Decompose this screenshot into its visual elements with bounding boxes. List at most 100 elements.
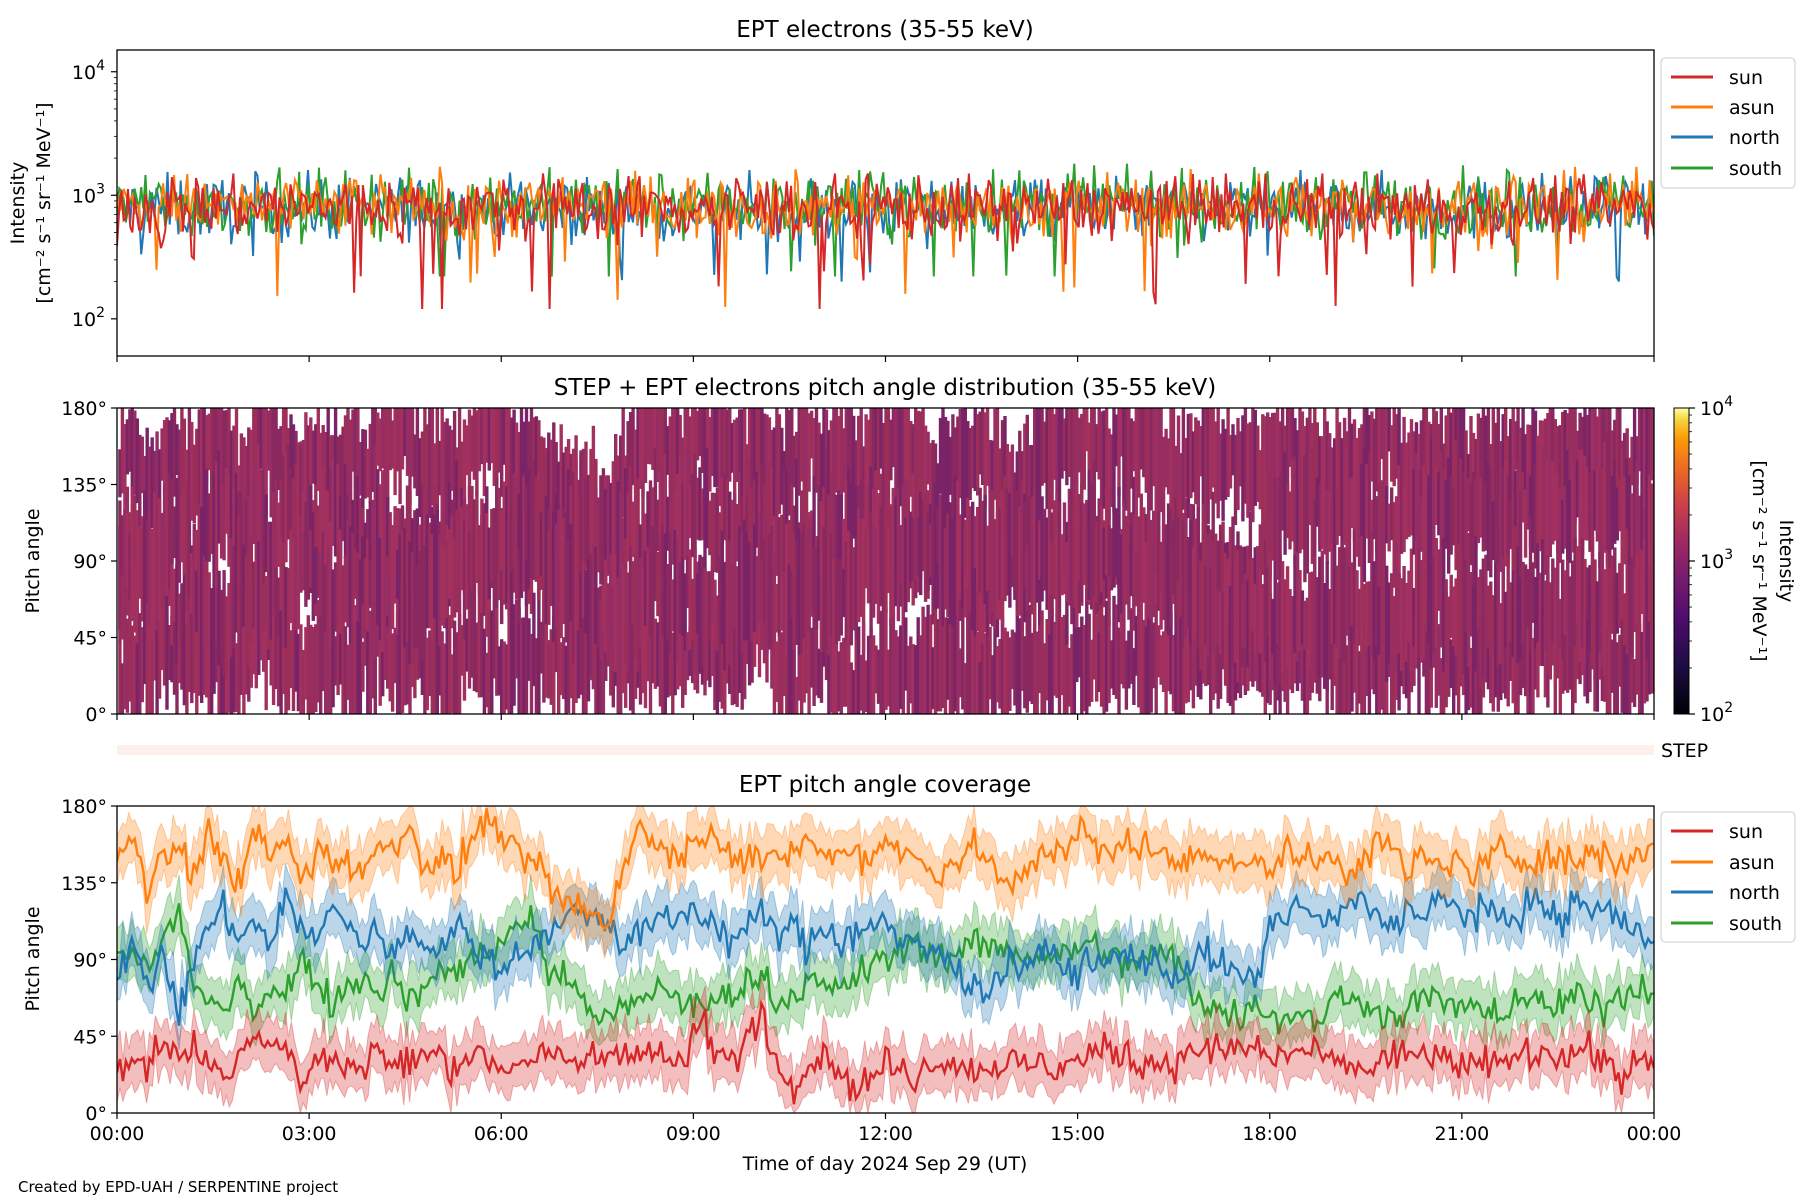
pad-cell-north xyxy=(576,495,581,544)
pad-cell-north xyxy=(1367,450,1372,563)
pad-cell-asun xyxy=(1114,414,1119,467)
pad-cell-south xyxy=(128,533,132,601)
pad-cell-north xyxy=(1409,464,1414,536)
pad-cell-south xyxy=(1335,565,1339,648)
pad-cell-asun xyxy=(899,408,903,507)
pad-cell-sun xyxy=(993,619,997,714)
pad-cell-asun xyxy=(800,408,804,482)
pad-cell-north xyxy=(1637,495,1642,585)
pad-cell-asun xyxy=(1531,408,1535,532)
pad-cell-asun xyxy=(547,432,551,550)
pad-cell-sun xyxy=(678,633,682,687)
pad-cell-south xyxy=(1023,502,1027,590)
pad-cell-sun xyxy=(1030,632,1034,704)
pad-cell-asun xyxy=(1072,408,1077,495)
pad-cell-south xyxy=(1268,553,1272,680)
pad-cell-sun xyxy=(1449,639,1453,688)
coverage-band-asun xyxy=(117,806,1654,959)
pad-cell-asun xyxy=(1266,412,1270,538)
pad-cell-south xyxy=(361,535,365,605)
pad-cell-sun xyxy=(1134,615,1138,676)
pad-cell-north xyxy=(790,483,794,571)
pad-cell-north xyxy=(1509,501,1513,550)
pad-cell-north xyxy=(1575,459,1580,518)
pad-cell-south xyxy=(1238,577,1243,649)
pad-cell-north xyxy=(839,494,843,593)
pad-cell-south xyxy=(512,473,516,567)
pad-cell-asun xyxy=(514,422,519,521)
pad-cell-south xyxy=(621,565,625,671)
pad-cell-north xyxy=(1305,442,1310,574)
pad-cell-sun xyxy=(557,593,561,714)
pad-cell-asun xyxy=(296,442,301,506)
pad-cell-asun xyxy=(1179,453,1183,503)
pad-cell-asun xyxy=(1127,408,1131,489)
pad-cell-asun xyxy=(1139,408,1143,470)
pad-cell-sun xyxy=(854,608,858,714)
pad-cell-south xyxy=(733,547,737,628)
pad-cell-north xyxy=(1548,447,1552,557)
x-tick-label: 00:00 xyxy=(1627,1123,1682,1145)
pad-cell-south xyxy=(980,500,985,598)
pad-cell-south xyxy=(1375,539,1379,646)
pad-cell-south xyxy=(1030,496,1034,615)
pad-cell-south xyxy=(1149,531,1153,606)
pad-cell-south xyxy=(676,538,680,662)
pad-cell-north xyxy=(1518,490,1523,585)
pad-cell-asun xyxy=(1404,442,1409,500)
pad-cell-south xyxy=(1231,566,1235,667)
pad-cell-sun xyxy=(502,641,506,714)
pad-cell-sun xyxy=(874,645,878,694)
pad-cell-south xyxy=(938,523,943,576)
pad-cell-sun xyxy=(899,625,903,709)
pad-cell-sun xyxy=(353,605,358,714)
pad-cell-sun xyxy=(579,618,583,695)
pad-cell-south xyxy=(916,516,920,575)
pad-cell-south xyxy=(738,526,742,648)
pad-cell-sun xyxy=(346,644,350,700)
pad-cell-sun xyxy=(894,630,898,714)
pad-cell-sun xyxy=(656,622,660,687)
x-tick-label: 15:00 xyxy=(1050,1123,1105,1145)
pad-cell-asun xyxy=(879,408,883,469)
pad-cell-sun xyxy=(200,597,204,703)
pad-cell-south xyxy=(1444,579,1448,658)
pad-cell-sun xyxy=(1370,633,1374,690)
pad-cell-sun xyxy=(547,640,551,699)
pad-cell-south xyxy=(614,554,618,673)
pad-cell-south xyxy=(398,534,402,659)
pad-cell-sun xyxy=(911,644,915,714)
pad-cell-asun xyxy=(301,439,306,537)
pad-cell-sun xyxy=(1610,639,1614,693)
pad-cell-asun xyxy=(162,420,167,495)
pad-cell-south xyxy=(296,535,301,630)
pad-cell-south xyxy=(611,587,615,672)
pad-cell-sun xyxy=(140,627,144,703)
pad-cell-sun xyxy=(864,660,868,712)
pad-cell-asun xyxy=(1437,424,1441,473)
pad-cell-south xyxy=(554,524,558,629)
pad-cell-sun xyxy=(152,607,157,681)
pad-cell-sun xyxy=(1166,634,1171,692)
pad-cell-sun xyxy=(286,590,291,711)
pad-cell-sun xyxy=(232,605,236,713)
pad-cell-south xyxy=(688,549,692,650)
pad-cell-south xyxy=(1189,520,1193,645)
pad-cell-asun xyxy=(249,429,253,518)
pad-cell-asun xyxy=(400,408,405,470)
pad-cell-south xyxy=(827,534,831,655)
pad-cell-north xyxy=(1429,438,1433,561)
pad-cell-south xyxy=(1181,521,1186,648)
pad-cell-asun xyxy=(1099,411,1104,538)
pad-cell-asun xyxy=(219,408,224,507)
pad-cell-sun xyxy=(1402,638,1406,695)
pad-cell-north xyxy=(1556,474,1560,553)
pad-cell-north xyxy=(626,492,630,562)
pad-cell-sun xyxy=(321,619,325,692)
pad-cell-south xyxy=(896,488,901,622)
pad-cell-sun xyxy=(386,620,390,689)
pad-cell-north xyxy=(824,447,829,571)
pad-cell-north xyxy=(978,542,982,663)
pad-ylabel: Pitch angle xyxy=(22,508,44,613)
